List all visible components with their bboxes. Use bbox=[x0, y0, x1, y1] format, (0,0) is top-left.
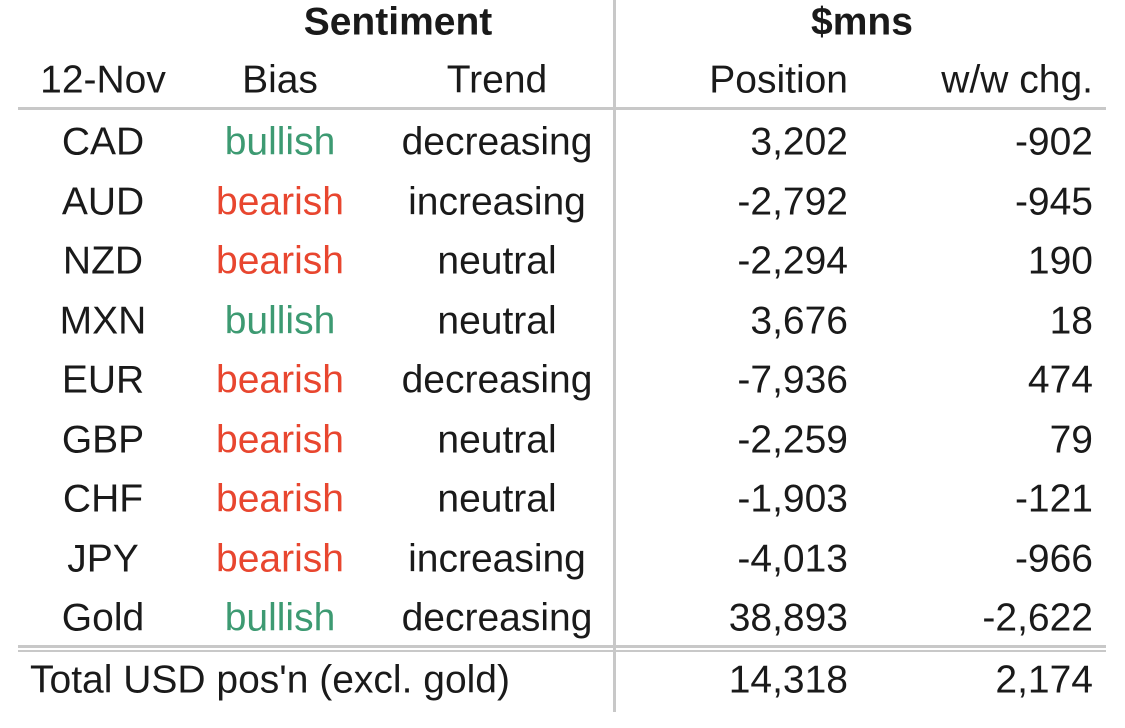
table-cell: increasing bbox=[408, 180, 586, 223]
table-cell: CHF bbox=[62, 477, 144, 521]
table-cell: MXN bbox=[59, 299, 147, 342]
total-cell: 2,174 bbox=[995, 658, 1093, 702]
table-cell: neutral bbox=[437, 239, 557, 283]
group-header: Sentiment bbox=[303, 0, 493, 44]
column-header: Trend bbox=[446, 58, 548, 102]
table-cell: -121 bbox=[1014, 477, 1093, 521]
column-header: Bias bbox=[242, 58, 318, 102]
header-rule bbox=[18, 107, 1106, 110]
bias-cell: bullish bbox=[224, 120, 336, 164]
table-cell: NZD bbox=[62, 239, 144, 283]
table-cell: neutral bbox=[437, 299, 557, 342]
table-cell: -2,259 bbox=[737, 418, 848, 461]
table-cell: 3,676 bbox=[750, 299, 848, 342]
column-divider bbox=[613, 0, 616, 712]
table-cell: decreasing bbox=[401, 596, 593, 640]
table-cell: 38,893 bbox=[728, 596, 848, 640]
table-cell: Gold bbox=[61, 596, 145, 640]
table-cell: -7,936 bbox=[737, 358, 848, 402]
table-cell: AUD bbox=[61, 180, 145, 223]
table-cell: JPY bbox=[67, 537, 139, 580]
bias-cell: bearish bbox=[216, 418, 344, 461]
table-cell: -2,294 bbox=[737, 239, 848, 283]
bias-cell: bearish bbox=[216, 477, 344, 521]
bias-cell: bearish bbox=[216, 358, 344, 402]
table-cell: -2,792 bbox=[737, 180, 848, 223]
table-cell: neutral bbox=[437, 477, 557, 521]
table-cell: -1,903 bbox=[737, 477, 848, 521]
table-cell: 18 bbox=[1049, 299, 1093, 342]
column-header: w/w chg. bbox=[941, 58, 1093, 102]
bias-cell: bullish bbox=[224, 299, 336, 342]
table-cell: 474 bbox=[1027, 358, 1093, 402]
table-cell: -966 bbox=[1014, 537, 1093, 580]
table-cell: 190 bbox=[1027, 239, 1093, 283]
total-label: Total USD pos'n (excl. gold) bbox=[30, 658, 510, 702]
group-header: $mns bbox=[811, 0, 913, 44]
table-cell: decreasing bbox=[401, 358, 593, 402]
table-cell: decreasing bbox=[401, 120, 593, 164]
total-rule bbox=[18, 645, 1106, 648]
table-cell: EUR bbox=[61, 358, 145, 402]
column-header: 12-Nov bbox=[40, 58, 166, 102]
bias-cell: bearish bbox=[216, 537, 344, 580]
table-cell: CAD bbox=[61, 120, 145, 164]
bias-cell: bearish bbox=[216, 239, 344, 283]
table-cell: 79 bbox=[1049, 418, 1093, 461]
table-cell: increasing bbox=[408, 537, 586, 580]
table-cell: -945 bbox=[1014, 180, 1093, 223]
table-cell: -4,013 bbox=[737, 537, 848, 580]
table-cell: 3,202 bbox=[750, 120, 848, 164]
table-cell: -2,622 bbox=[982, 596, 1093, 640]
column-header: Position bbox=[709, 58, 848, 102]
table-cell: GBP bbox=[61, 418, 145, 461]
total-cell: 14,318 bbox=[728, 658, 848, 702]
total-rule bbox=[18, 650, 1106, 652]
bias-cell: bearish bbox=[216, 180, 344, 223]
table-cell: neutral bbox=[437, 418, 557, 461]
bias-cell: bullish bbox=[224, 596, 336, 640]
table-cell: -902 bbox=[1014, 120, 1093, 164]
